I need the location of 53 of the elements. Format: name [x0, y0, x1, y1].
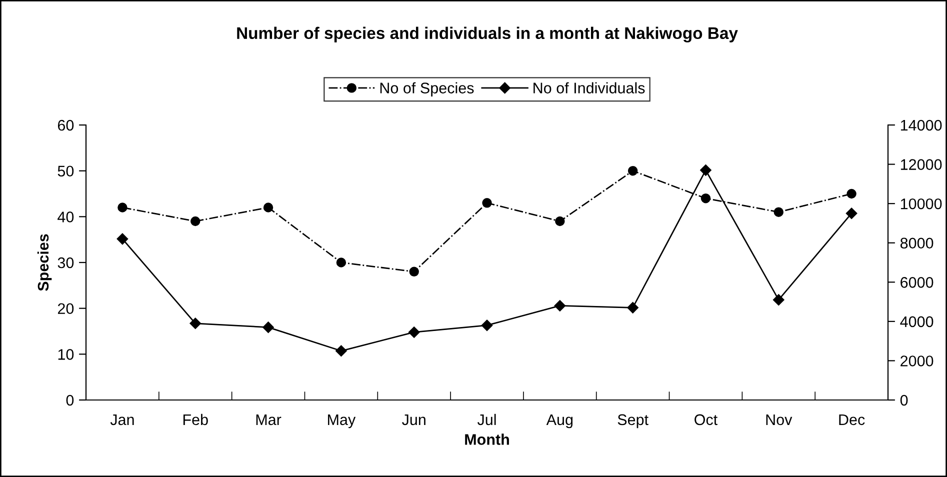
x-axis-title: Month [465, 434, 509, 445]
point [700, 164, 712, 176]
y-tick-label: 30 [58, 257, 74, 268]
x-tick-label: May [328, 414, 356, 428]
point [554, 300, 566, 312]
x-tick-label: Oct [694, 414, 718, 426]
legend-label: No of Species [380, 82, 474, 96]
x-tick-label: Jul [477, 414, 496, 426]
x-tick-label: Dec [839, 414, 865, 426]
point [481, 320, 493, 331]
y2-tick-label: 14000 [900, 120, 942, 131]
point [846, 188, 856, 199]
point [627, 302, 638, 314]
point [190, 216, 200, 226]
y2-tick-label: 8000 [900, 238, 934, 249]
x-tick-label: Nov [766, 414, 792, 426]
point [262, 322, 274, 333]
x-tick-label: Sept [618, 414, 648, 428]
y-tick-label: 40 [58, 212, 74, 222]
x-tick-label: Feb [183, 414, 208, 426]
y-tick-label: 10 [58, 349, 74, 360]
point [116, 233, 128, 245]
point [118, 202, 128, 212]
point [336, 345, 347, 356]
y-tick-label: 20 [58, 303, 74, 314]
y-axis-title: Species [37, 234, 52, 291]
point [774, 207, 784, 217]
x-tick-label: Aug [546, 414, 573, 428]
point [846, 208, 858, 219]
point [190, 318, 201, 329]
y2-tick-label: 0 [900, 394, 908, 406]
y-tick-label: 60 [58, 120, 74, 131]
point [773, 294, 784, 306]
point [408, 326, 420, 338]
y2-tick-label: 10000 [900, 198, 942, 210]
x-tick-label: Mar [256, 414, 282, 426]
y-tick-label: 50 [58, 166, 74, 177]
y-tick-label: 0 [66, 394, 74, 406]
point [700, 193, 711, 204]
point [263, 202, 274, 212]
y2-tick-label: 4000 [900, 316, 934, 328]
y2-tick-label: 2000 [900, 356, 934, 366]
point [336, 258, 346, 268]
y2-tick-label: 6000 [900, 277, 934, 288]
point [482, 198, 492, 208]
legend-label: No of Individuals [534, 82, 645, 94]
chart-title: Number of species and individuals in a month at Nakiwogo Bay [237, 26, 738, 42]
point [409, 266, 419, 277]
x-tick-label: Jan [110, 414, 134, 426]
point [628, 166, 638, 176]
y2-tick-label: 12000 [900, 159, 942, 170]
point [555, 216, 565, 226]
x-tick-label: Jun [402, 414, 426, 426]
